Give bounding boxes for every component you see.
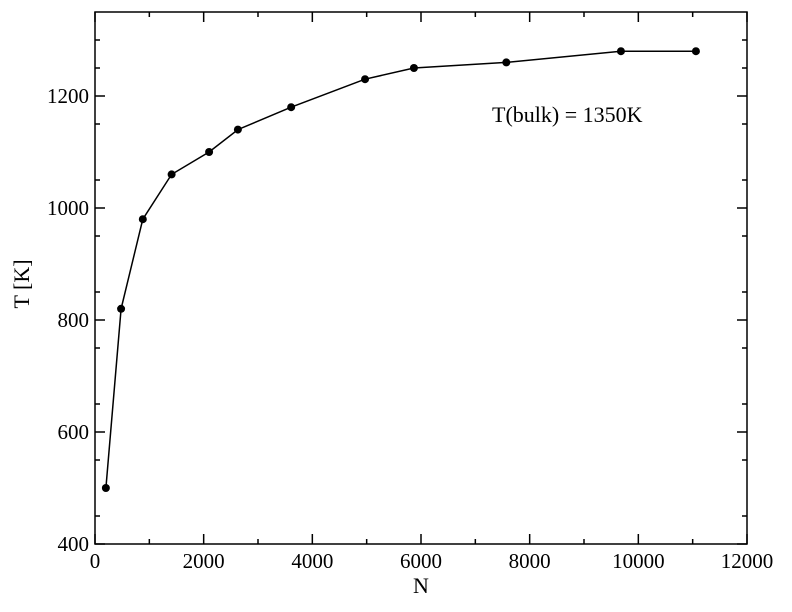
x-tick-label: 4000 bbox=[291, 549, 333, 573]
plot-frame bbox=[94, 11, 748, 545]
y-tick-label: 800 bbox=[58, 308, 90, 332]
data-point bbox=[409, 64, 418, 72]
data-point bbox=[138, 215, 147, 224]
data-point bbox=[616, 47, 625, 56]
x-tick-label: 6000 bbox=[400, 549, 442, 573]
y-tick-label: 400 bbox=[58, 532, 90, 556]
x-tick-label: 10000 bbox=[612, 549, 665, 573]
data-point bbox=[167, 170, 176, 179]
x-tick-label: 2000 bbox=[183, 549, 225, 573]
data-point bbox=[361, 75, 370, 84]
y-tick-labels: 400 600 800 1000 1200 bbox=[47, 84, 89, 556]
ticks bbox=[94, 12, 748, 545]
data-point bbox=[502, 58, 511, 67]
annotation-text: T(bulk) = 1350K bbox=[492, 102, 643, 127]
data-point bbox=[691, 47, 700, 56]
data-point bbox=[117, 304, 126, 313]
x-tick-labels: 0 2000 4000 6000 8000 10000 12000 bbox=[90, 549, 774, 573]
x-tick-label: 12000 bbox=[721, 549, 774, 573]
data-point bbox=[101, 484, 110, 492]
data-point bbox=[287, 103, 296, 112]
y-axis-label: T [K] bbox=[9, 259, 34, 308]
data-point bbox=[205, 148, 214, 156]
data-points bbox=[101, 47, 700, 492]
x-tick-label: 0 bbox=[90, 549, 101, 573]
y-tick-label: 1000 bbox=[47, 196, 89, 220]
series-line bbox=[105, 50, 696, 489]
x-axis-label: N bbox=[413, 573, 429, 598]
x-tick-label: 8000 bbox=[509, 549, 551, 573]
data-point bbox=[233, 125, 242, 134]
y-tick-label: 1200 bbox=[47, 84, 89, 108]
y-tick-label: 600 bbox=[58, 420, 90, 444]
